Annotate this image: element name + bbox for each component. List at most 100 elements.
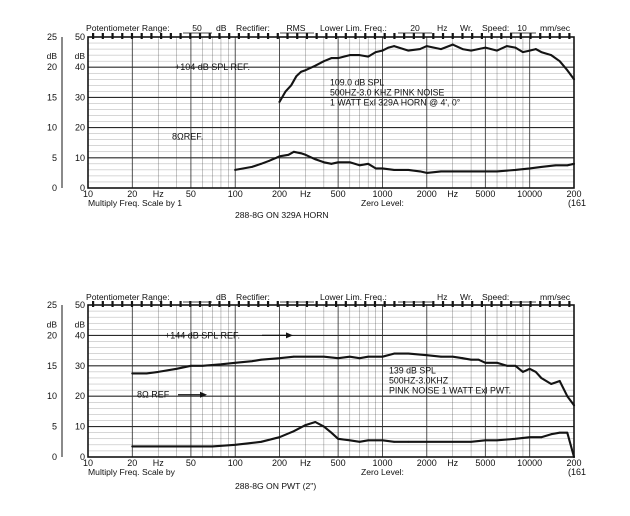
top-tick-mark [490, 33, 493, 39]
impedance-point [470, 170, 472, 173]
x-tick-label: 2000 [417, 458, 437, 468]
impedance-point [496, 170, 498, 173]
impedance-point [528, 167, 531, 170]
x-tick-label: 20 [127, 189, 137, 199]
plot-frame [87, 304, 575, 458]
top-tick-mark [315, 33, 318, 39]
spl-point [558, 380, 561, 382]
y-left-tick-label: 0 [52, 183, 57, 193]
top-tick-mark [500, 33, 503, 39]
impedance-point [367, 439, 370, 442]
top-tick-mark [558, 33, 561, 39]
spl-point [540, 51, 543, 53]
x-tick-label: Hz [300, 189, 311, 199]
top-tick-mark [228, 33, 231, 39]
y-unit-left: dB [47, 51, 58, 61]
top-tick-mark [325, 301, 328, 307]
impedance-reference-label: 8ΩREF. [172, 132, 203, 142]
spl-point [367, 355, 370, 358]
grid [88, 304, 574, 458]
spl-point [470, 358, 472, 361]
impedance-point [234, 443, 237, 446]
impedance-point [528, 436, 531, 439]
spl-point [393, 45, 396, 47]
top-tick-mark [471, 301, 474, 307]
top-tick-mark [539, 301, 542, 307]
spl-point [393, 352, 396, 355]
top-tick-mark [519, 301, 522, 307]
y-right-tick-label: 40 [75, 330, 85, 340]
spl-point [573, 78, 575, 81]
spl-point [470, 49, 472, 52]
impedance-point [292, 430, 295, 433]
top-tick-mark [412, 33, 415, 39]
spl-point [322, 60, 325, 63]
impedance-point [540, 436, 543, 439]
x-tick-label: 200 [272, 189, 287, 199]
top-tick-mark [509, 33, 513, 39]
impedance-reference-label: 8Ω REF [137, 390, 170, 400]
top-tick-mark [558, 301, 561, 307]
top-tick-mark [130, 301, 134, 307]
impedance-point [470, 440, 472, 443]
top-tick-mark [296, 33, 299, 39]
impedance-point [348, 439, 351, 442]
impedance-point [540, 165, 543, 168]
top-tick-mark [266, 301, 270, 307]
x-tick-label: 200 [272, 458, 287, 468]
top-tick-mark [383, 33, 386, 39]
spl-point [451, 355, 454, 358]
top-tick-mark [519, 33, 522, 39]
top-tick-mark [140, 33, 143, 39]
x-end-label: (161 [568, 198, 586, 208]
y-left-tick-label: 10 [47, 123, 57, 133]
x-tick-label: 10 [83, 189, 93, 199]
rectifier-label: Rectifier: [236, 292, 270, 302]
spl-point [337, 357, 340, 360]
top-tick-mark [305, 33, 309, 39]
spl-point [573, 404, 575, 407]
x-tick-label: 100 [228, 458, 243, 468]
top-tick-mark [92, 301, 95, 307]
spl-point [358, 357, 361, 360]
spl-point [566, 395, 569, 398]
impedance-point [496, 439, 498, 442]
spl-point [534, 370, 537, 373]
x-end-label: (161 [568, 467, 586, 477]
impedance-point [260, 162, 263, 165]
measurement-note-line: 139 dB SPL [389, 365, 436, 375]
speed-unit: mm/sec [540, 292, 571, 302]
spl-point [175, 367, 178, 370]
top-tick-mark [548, 301, 552, 307]
measurement-note-line: 109.0 dB SPL [330, 77, 384, 87]
spl-point [522, 370, 524, 373]
spl-point [190, 364, 192, 367]
spl-point [440, 48, 442, 50]
top-tick-mark [335, 33, 338, 39]
y-left-tick-label: 15 [47, 361, 57, 371]
spl-point [314, 64, 317, 67]
spl-point [528, 367, 531, 370]
impedance-point [440, 170, 442, 173]
x-tick-label: 20 [127, 458, 137, 468]
y-left-tick-label: 25 [47, 300, 57, 310]
impedance-point [337, 437, 340, 440]
impedance-point [300, 152, 302, 155]
y-right-tick-label: 20 [75, 391, 85, 401]
y-right-tick-label: 40 [75, 62, 85, 72]
arrow-head [286, 332, 293, 339]
y-right-tick-label: 0 [80, 452, 85, 462]
top-tick-mark [305, 301, 309, 307]
top-tick-mark [403, 301, 406, 307]
impedance-point [374, 167, 377, 170]
y-right-tick-label: 30 [75, 92, 85, 102]
spl-point [540, 377, 543, 379]
x-tick-label: 500 [331, 189, 346, 199]
spl-point [407, 49, 410, 52]
impedance-point [393, 168, 396, 171]
top-tick-mark [344, 33, 347, 39]
y-left-tick-label: 10 [47, 391, 57, 401]
spl-point [514, 46, 517, 49]
impedance-point [514, 437, 517, 440]
top-tick-mark [228, 301, 231, 307]
